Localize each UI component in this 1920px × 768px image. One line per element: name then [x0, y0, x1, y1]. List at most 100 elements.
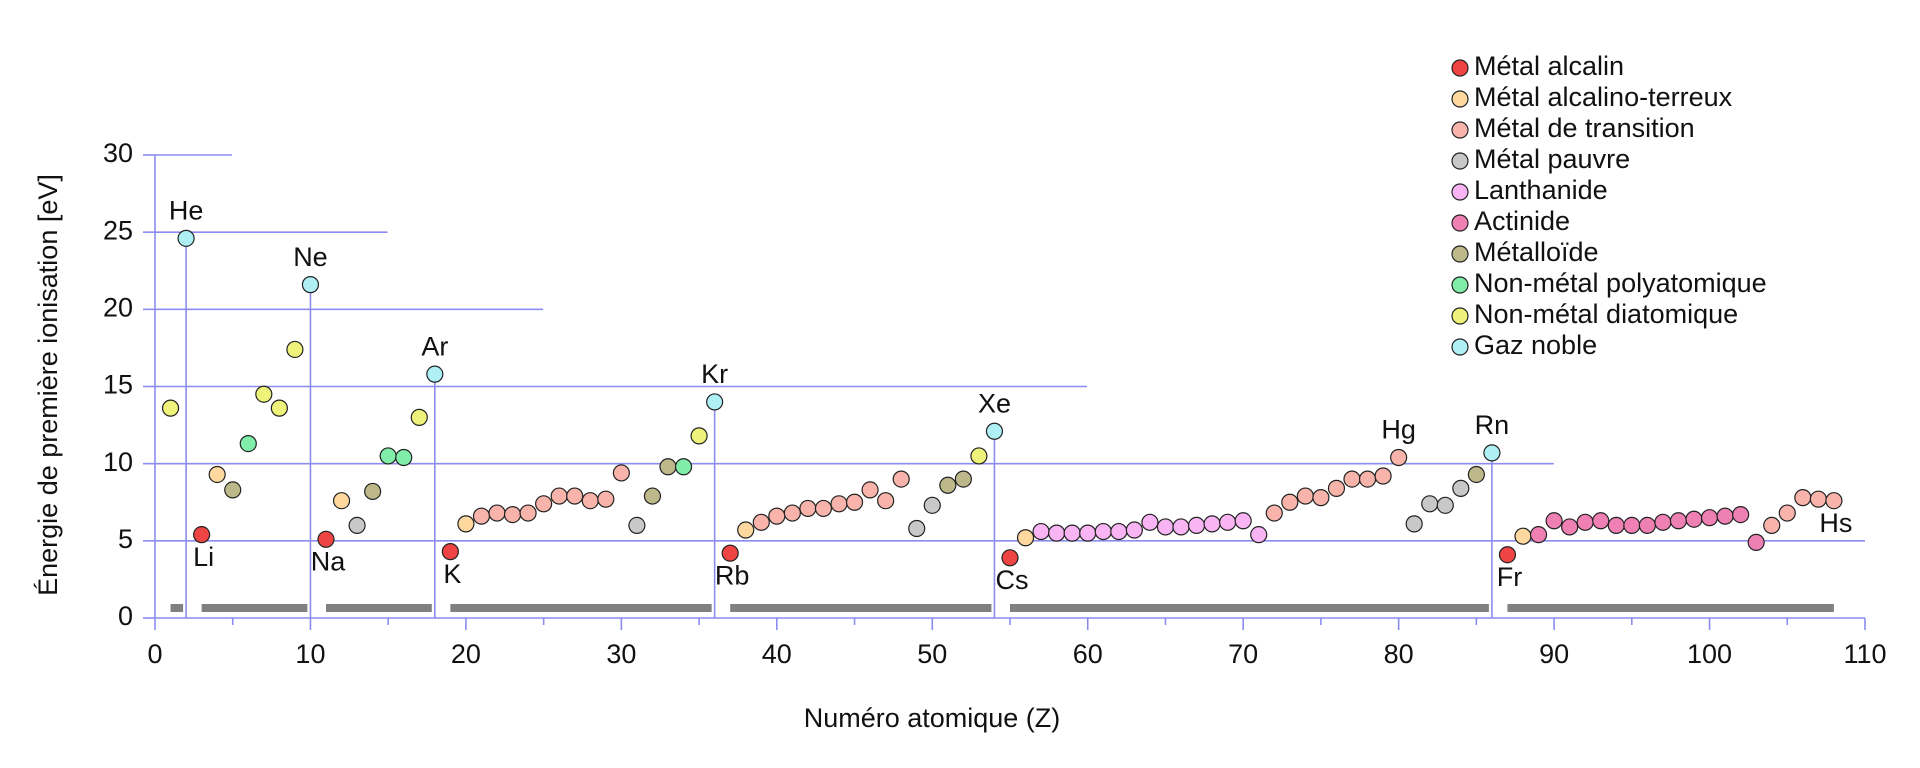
point	[1421, 495, 1439, 513]
legend-marker	[1451, 276, 1469, 294]
legend-marker	[1451, 152, 1469, 170]
legend-marker	[1451, 59, 1469, 77]
point	[674, 458, 693, 476]
point	[177, 229, 195, 247]
point	[1576, 513, 1594, 531]
point	[783, 504, 801, 522]
point	[488, 504, 506, 522]
point	[970, 447, 988, 465]
y-tick-label: 25	[103, 215, 133, 245]
point	[1452, 479, 1470, 497]
point	[1654, 513, 1672, 531]
point	[1343, 470, 1361, 488]
legend-label: Actinide	[1474, 206, 1570, 236]
point	[332, 492, 351, 510]
point	[239, 435, 257, 453]
point-label: Rn	[1475, 410, 1510, 440]
point	[364, 482, 382, 501]
point	[193, 526, 211, 544]
point	[892, 470, 910, 488]
point-label: Rb	[715, 560, 750, 590]
point	[752, 513, 770, 531]
point-label: He	[169, 195, 204, 225]
point	[1716, 507, 1734, 525]
point	[939, 476, 957, 494]
point	[348, 516, 366, 535]
point	[581, 492, 599, 510]
point	[1265, 504, 1283, 522]
point	[1561, 518, 1579, 536]
point	[1125, 521, 1143, 539]
point-label: Hg	[1381, 415, 1416, 445]
point	[628, 516, 646, 535]
point	[395, 448, 413, 467]
x-tick-label: 0	[147, 639, 162, 669]
point	[1327, 479, 1346, 497]
point	[1467, 465, 1485, 484]
point	[1172, 518, 1190, 536]
legend-marker	[1451, 307, 1469, 325]
x-tick-label: 20	[451, 639, 481, 669]
point	[923, 496, 941, 514]
point	[1763, 516, 1781, 535]
legend-label: Non-métal polyatomique	[1474, 268, 1767, 298]
point	[721, 544, 739, 562]
point	[1545, 512, 1563, 530]
point	[1592, 512, 1610, 530]
point	[224, 481, 242, 499]
x-tick-label: 110	[1843, 639, 1886, 669]
point	[690, 427, 708, 445]
legend-label: Métal alcalin	[1474, 51, 1624, 81]
point	[426, 365, 444, 383]
legend-label: Lanthanide	[1474, 175, 1608, 205]
point	[255, 385, 273, 403]
point-label: Fr	[1497, 562, 1522, 592]
point	[161, 399, 180, 417]
point	[1063, 524, 1081, 542]
point	[1732, 505, 1750, 524]
point	[1094, 522, 1112, 541]
point	[845, 493, 864, 511]
point	[737, 521, 755, 539]
point	[908, 519, 926, 538]
point	[1498, 546, 1517, 564]
x-tick-label: 10	[295, 639, 325, 669]
point	[659, 458, 677, 476]
point	[1405, 515, 1423, 533]
point	[1156, 518, 1175, 536]
x-tick-label: 80	[1384, 639, 1414, 669]
point	[1669, 512, 1688, 530]
x-tick-label: 100	[1687, 639, 1732, 669]
point	[208, 465, 226, 484]
point	[861, 481, 879, 499]
legend-marker	[1451, 214, 1469, 232]
point	[1390, 448, 1408, 467]
point	[954, 470, 972, 488]
point-label: Kr	[701, 359, 728, 389]
point	[1436, 496, 1454, 514]
point	[1778, 504, 1796, 522]
point	[597, 490, 615, 508]
point-label: Xe	[978, 388, 1011, 418]
point	[441, 543, 459, 561]
point	[1809, 490, 1827, 508]
point	[1483, 444, 1501, 462]
point	[799, 499, 817, 518]
legend-marker	[1451, 90, 1469, 108]
y-tick-label: 5	[118, 524, 133, 554]
point-label: Hs	[1819, 508, 1852, 538]
point	[1825, 492, 1843, 510]
x-tick-label: 70	[1228, 639, 1258, 669]
point	[1079, 524, 1097, 542]
y-tick-label: 0	[118, 601, 133, 631]
legend-label: Métal de transition	[1474, 113, 1695, 143]
point	[1187, 516, 1206, 535]
point	[566, 487, 584, 505]
point	[1203, 515, 1221, 533]
point-label: Cs	[996, 565, 1029, 595]
point	[1700, 509, 1719, 527]
point	[472, 507, 491, 525]
x-axis-label: Numéro atomique (Z)	[804, 703, 1061, 733]
